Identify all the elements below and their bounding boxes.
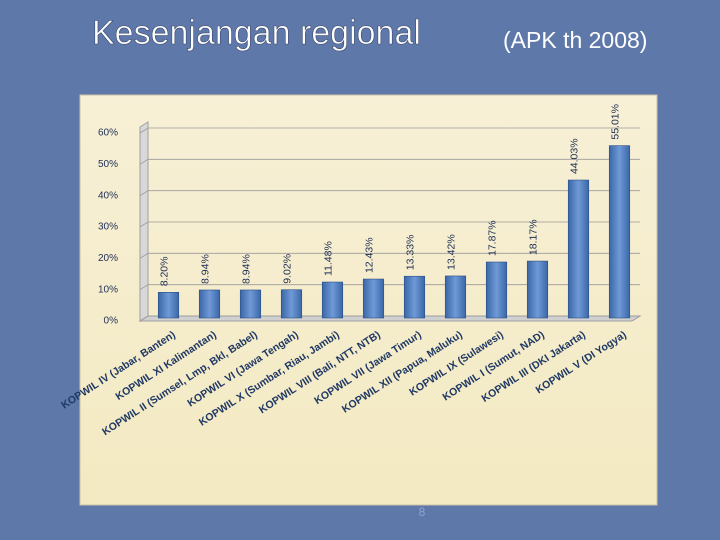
y-tick-label: 10% [98,284,118,295]
page-number: 8 [419,505,426,519]
bar [280,289,303,319]
value-label: 9.02% [281,254,293,284]
bar [567,179,590,319]
value-label: 13.33% [404,235,416,271]
bar [485,261,508,319]
value-label: 8.94% [199,254,211,284]
y-tick-label: 20% [98,253,118,264]
grid-line [139,221,640,228]
bar [157,292,180,319]
value-label: 11.48% [322,241,334,276]
bar [362,278,385,319]
value-label: 13.42% [445,234,457,270]
slide-title: Kesenjangan regional [92,14,421,52]
bar [526,260,549,319]
value-label: 8.20% [158,257,170,287]
bar [321,281,344,319]
y-tick-label: 40% [98,190,118,201]
grid-line [139,252,640,259]
y-tick-label: 0% [104,316,119,327]
slide-subtitle: (APK th 2008) [503,27,647,53]
bar [444,275,467,319]
grid-line [139,158,640,165]
value-label: 44.03% [568,138,580,174]
y-tick-label: 30% [98,222,118,233]
bar [608,145,631,319]
bar [403,275,426,319]
grid-line [139,127,640,134]
y-tick-label: 60% [98,128,118,139]
value-label: 12.43% [363,237,375,273]
chart-wall [139,121,149,322]
value-label: 18.17% [527,219,539,255]
y-tick-label: 50% [98,159,118,170]
bar [239,289,262,319]
grid-line [139,190,640,197]
value-label: 17.87% [486,220,498,256]
value-label: 8.94% [240,254,252,284]
grid-line [139,284,640,291]
grid-line [139,315,640,322]
bar [198,289,221,319]
value-label: 55.01% [609,104,621,140]
